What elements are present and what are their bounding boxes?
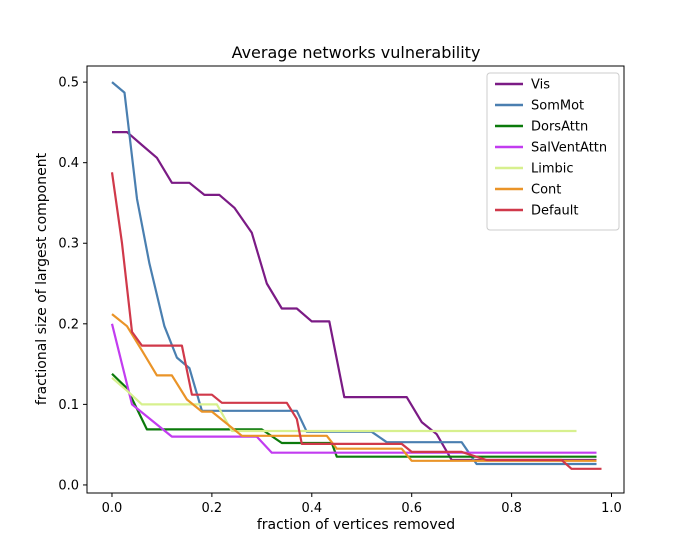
y-axis: 0.0 0.1 0.2 0.3 0.4 0.5 [58, 76, 87, 493]
x-tick-label: 0.6 [401, 501, 422, 516]
plot-lines [110, 81, 602, 470]
y-tick-label: 0.1 [58, 398, 79, 413]
x-tick-label: 0.2 [202, 501, 223, 516]
x-tick-label: 1.0 [601, 501, 622, 516]
plot-frame [86, 65, 625, 494]
x-tick-label: 0.0 [102, 501, 123, 516]
y-tick-label: 0.3 [58, 237, 79, 252]
x-tick-label: 0.4 [301, 501, 322, 516]
series-line-salventattn [110, 323, 597, 454]
legend-label-limbic: Limbic [531, 162, 574, 177]
legend-label-dorsattn: DorsAttn [531, 120, 588, 135]
y-tick-label: 0.2 [58, 317, 79, 332]
x-axis-title: fraction of vertices removed [257, 517, 455, 533]
y-tick-label: 0.5 [58, 76, 79, 91]
legend-label-vis: Vis [531, 78, 550, 93]
y-axis-title: fractional size of largest component [34, 152, 50, 405]
legend-label-salventattn: SalVentAttn [531, 141, 607, 156]
legend-label-cont: Cont [531, 183, 561, 198]
x-tick-label: 0.8 [501, 501, 522, 516]
series-line-default [110, 172, 602, 470]
legend-box [486, 72, 620, 231]
series-line-limbic [111, 376, 577, 433]
series-line-cont [111, 313, 597, 462]
chart-title: Average networks vulnerability [232, 43, 481, 62]
y-tick-label: 0.4 [58, 156, 79, 171]
x-axis: 0.0 0.2 0.4 0.6 0.8 1.0 [102, 493, 622, 516]
legend: Vis SomMot DorsAttn SalVentAttn Limbic Cont De… [486, 72, 620, 231]
y-tick-label: 0.0 [58, 478, 79, 493]
series-line-vis [112, 131, 597, 462]
legend-label-sommot: SomMot [531, 99, 584, 114]
legend-label-default: Default [531, 204, 579, 219]
